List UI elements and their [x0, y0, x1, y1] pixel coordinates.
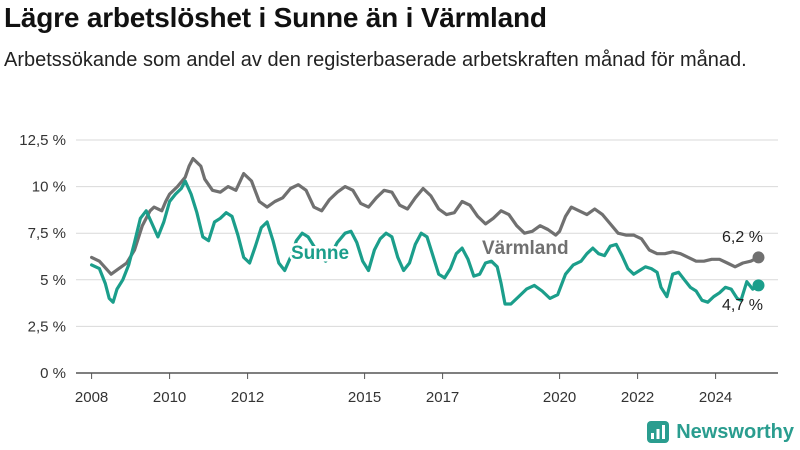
x-tick-label: 2012	[231, 389, 264, 406]
y-tick-label: 10 %	[32, 179, 66, 196]
x-tick-label: 2020	[543, 389, 576, 406]
x-tick-label: 2017	[426, 389, 459, 406]
series-line-värmland	[90, 157, 761, 276]
y-axis-ticks: 0 % 2,5 % 5 % 7,5 % 10 % 12,5 %	[19, 132, 66, 382]
x-tick-label: 2024	[699, 389, 732, 406]
brand-logo: Newsworthy	[646, 420, 794, 444]
brand-name: Newsworthy	[676, 420, 794, 443]
series-lines	[90, 157, 761, 306]
x-tick-label: 2022	[621, 389, 654, 406]
y-tick-label: 12,5 %	[19, 132, 66, 149]
x-tick-label: 2010	[153, 389, 186, 406]
x-tick-label: 2008	[75, 389, 108, 406]
end-label-sunne: 4,7 %	[722, 297, 763, 314]
y-tick-label: 7,5 %	[28, 225, 66, 242]
end-label-varmland: 6,2 %	[722, 229, 763, 246]
chart-title: Lägre arbetslöshet i Sunne än i Värmland	[4, 2, 547, 33]
y-tick-label: 5 %	[40, 272, 66, 289]
x-axis-ticks: 2008 2010 2012 2015 2017 2020 2022 2024	[75, 373, 732, 406]
series-label-sunne: Sunne	[291, 243, 349, 264]
series-line-sunne	[90, 179, 761, 306]
series-label-varmland: Värmland	[482, 238, 569, 259]
chart-subtitle: Arbetssökande som andel av den registerb…	[4, 49, 747, 71]
end-point-värmland	[752, 251, 765, 264]
bar-chart-logo-icon	[647, 421, 670, 443]
end-point-sunne	[752, 279, 765, 292]
end-point-markers	[752, 251, 765, 292]
grid-lines	[76, 139, 778, 374]
x-tick-label: 2015	[348, 389, 381, 406]
y-tick-label: 2,5 %	[28, 318, 66, 335]
series-labels: Värmland Sunne	[289, 236, 572, 267]
y-tick-label: 0 %	[40, 365, 66, 382]
end-value-labels: 6,2 % 4,7 %	[722, 229, 763, 314]
